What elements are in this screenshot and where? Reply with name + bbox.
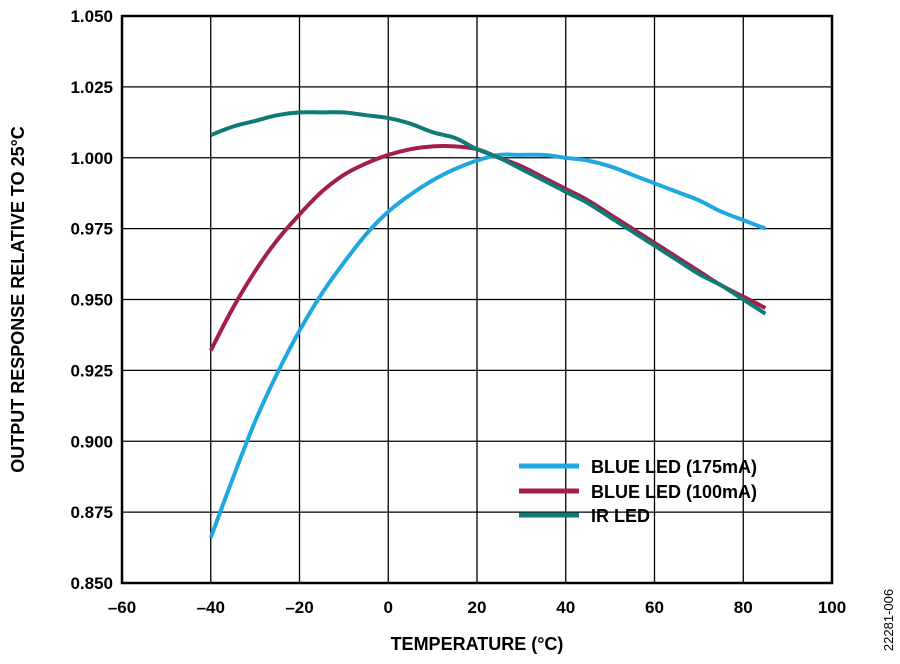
legend-label: BLUE LED (175mA): [591, 457, 757, 477]
series-line-3: [210, 110, 767, 316]
legend-label: BLUE LED (100mA): [591, 482, 757, 502]
y-tick-label: 0.950: [70, 291, 113, 310]
x-tick-label: 80: [734, 598, 753, 617]
x-tick-label: –40: [197, 598, 225, 617]
series-line-2: [209, 144, 767, 352]
y-tick-label: 1.050: [70, 7, 113, 26]
legend-label: IR LED: [591, 506, 650, 526]
x-tick-label: 40: [556, 598, 575, 617]
x-tick-labels: –60 –40 –20 0 20 40 60 80 100: [108, 598, 846, 617]
x-tick-label: –60: [108, 598, 136, 617]
x-tick-label: 20: [468, 598, 487, 617]
plot-frame: [120, 14, 834, 585]
x-tick-label: –20: [285, 598, 313, 617]
y-tick-label: 1.000: [70, 149, 113, 168]
legend: BLUE LED (175mA) BLUE LED (100mA) IR LED: [519, 457, 757, 526]
y-tick-label: 0.875: [70, 503, 113, 522]
series-line-1: [208, 152, 767, 539]
series-lines: [208, 110, 767, 539]
y-tick-labels: 0.850 0.875 0.900 0.925 0.950 0.975 1.000 1.025…: [70, 7, 113, 593]
x-tick-label: 100: [818, 598, 846, 617]
y-tick-label: 0.850: [70, 574, 113, 593]
y-tick-label: 0.975: [70, 220, 113, 239]
x-tick-label: 60: [645, 598, 664, 617]
figure-id-label: 22281-006: [881, 589, 896, 651]
x-axis-title: TEMPERATURE (°C): [391, 634, 564, 654]
y-tick-label: 1.025: [70, 78, 113, 97]
y-tick-label: 0.925: [70, 361, 113, 380]
y-tick-label: 0.900: [70, 432, 113, 451]
x-tick-label: 0: [384, 598, 393, 617]
y-axis-title: OUTPUT RESPONSE RELATIVE TO 25°C: [8, 126, 28, 473]
